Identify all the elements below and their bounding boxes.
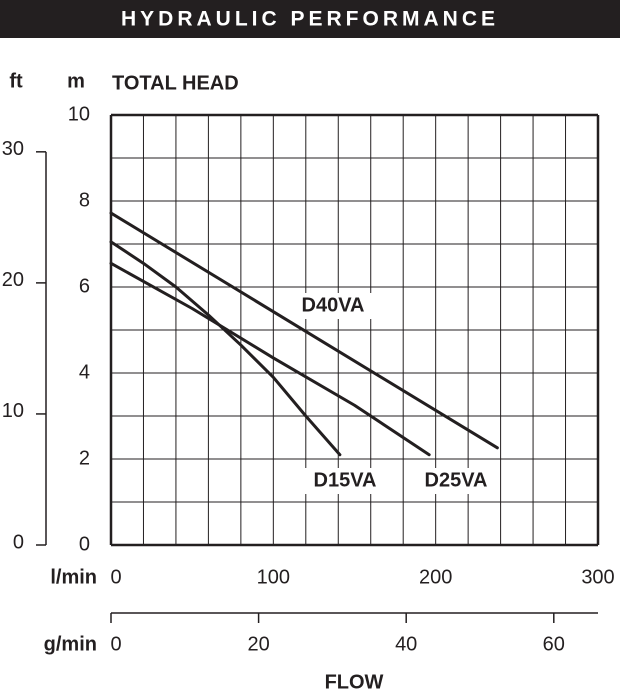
- y-unit: m: [67, 70, 85, 92]
- series-line: [109, 261, 431, 457]
- y-axis-label: TOTAL HEAD: [112, 72, 239, 94]
- x2-unit: g/min: [44, 633, 97, 655]
- x2-tick-label: 20: [247, 633, 269, 655]
- series-label: D25VA: [425, 469, 488, 491]
- y-tick-label: 2: [79, 447, 90, 469]
- series-label-bg: [305, 468, 385, 494]
- x-tick-label: 0: [110, 566, 121, 588]
- series-label: D40VA: [302, 294, 365, 316]
- series-label: D15VA: [314, 469, 377, 491]
- y2-unit: ft: [9, 70, 23, 92]
- x-unit: l/min: [50, 566, 97, 588]
- series-line: [109, 211, 499, 450]
- y-tick-label: 8: [79, 189, 90, 211]
- x-tick-label: 300: [581, 566, 614, 588]
- y2-tick-label: 10: [2, 400, 24, 422]
- chart-title: HYDRAULIC PERFORMANCE: [121, 8, 499, 31]
- x-tick-label: 200: [419, 566, 452, 588]
- y2-tick-label: 20: [2, 269, 24, 291]
- y2-tick-label: 30: [2, 138, 24, 160]
- y-tick-label: 4: [79, 361, 90, 383]
- series-label-bg: [293, 293, 373, 319]
- y-tick-label: 10: [68, 103, 90, 125]
- x-axis-label: FLOW: [325, 671, 384, 693]
- header-bar: [0, 0, 620, 38]
- y-tick-label: 0: [79, 533, 90, 555]
- x2-tick-label: 40: [395, 633, 417, 655]
- x-tick-label: 100: [257, 566, 290, 588]
- series-label-bg: [416, 468, 496, 494]
- x2-tick-label: 60: [543, 633, 565, 655]
- y2-tick-label: 0: [13, 531, 24, 553]
- y-tick-label: 6: [79, 275, 90, 297]
- x2-tick-label: 0: [110, 633, 121, 655]
